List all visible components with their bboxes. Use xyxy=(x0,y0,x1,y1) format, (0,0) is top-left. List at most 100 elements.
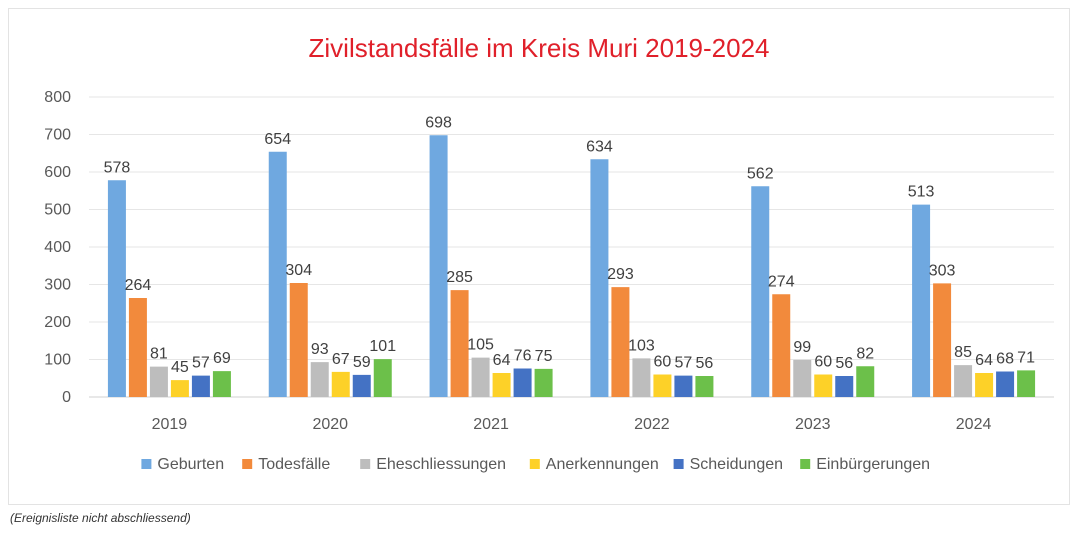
data-label: 68 xyxy=(996,351,1014,368)
y-tick-label: 200 xyxy=(44,314,71,331)
bar-scheidungen xyxy=(996,371,1015,397)
bar-anerkennungen xyxy=(975,373,994,397)
bar-einbürgerungen xyxy=(534,368,553,397)
bar-geburten xyxy=(912,204,931,397)
legend-label: Einbürgerungen xyxy=(816,456,930,473)
data-label: 67 xyxy=(332,351,350,368)
x-tick-label: 2019 xyxy=(152,416,188,433)
data-label: 59 xyxy=(353,354,371,371)
x-tick-label: 2023 xyxy=(795,416,831,433)
data-label: 56 xyxy=(696,355,714,372)
legend-label: Anerkennungen xyxy=(546,456,659,473)
data-label: 60 xyxy=(654,354,672,371)
bar-eheschliessungen xyxy=(310,362,329,397)
x-tick-label: 2021 xyxy=(473,416,509,433)
data-label: 71 xyxy=(1017,349,1035,366)
y-tick-label: 500 xyxy=(44,202,71,219)
legend-swatch xyxy=(800,459,811,469)
data-label: 304 xyxy=(285,262,312,279)
bar-todesfälle xyxy=(128,298,147,397)
bar-eheschliessungen xyxy=(632,358,651,397)
bar-eheschliessungen xyxy=(149,366,168,397)
y-tick-label: 800 xyxy=(44,89,71,106)
bar-geburten xyxy=(590,159,609,397)
data-label: 285 xyxy=(446,269,473,286)
bar-anerkennungen xyxy=(331,371,350,397)
bar-geburten xyxy=(429,135,448,397)
data-label: 274 xyxy=(768,273,795,290)
chart-title: Zivilstandsfälle im Kreis Muri 2019-2024 xyxy=(309,33,770,63)
data-label: 698 xyxy=(425,114,452,131)
bar-anerkennungen xyxy=(814,374,833,397)
data-label: 64 xyxy=(493,352,511,369)
bar-einbürgerungen xyxy=(695,376,714,397)
y-tick-label: 300 xyxy=(44,277,71,294)
bar-scheidungen xyxy=(513,368,532,397)
bar-todesfälle xyxy=(289,283,308,397)
x-tick-label: 2022 xyxy=(634,416,670,433)
data-label: 64 xyxy=(975,352,993,369)
data-label: 93 xyxy=(311,341,329,358)
data-label: 57 xyxy=(192,355,210,372)
bar-einbürgerungen xyxy=(212,371,231,397)
footnote: (Ereignisliste nicht abschliessend) xyxy=(10,511,191,525)
bar-todesfälle xyxy=(772,294,791,397)
legend-swatch xyxy=(673,459,684,469)
y-tick-label: 700 xyxy=(44,127,71,144)
bar-anerkennungen xyxy=(170,380,189,397)
y-tick-label: 0 xyxy=(62,389,71,406)
bar-geburten xyxy=(751,186,770,397)
data-label: 105 xyxy=(467,337,494,354)
legend-label: Todesfälle xyxy=(258,456,330,473)
x-tick-label: 2020 xyxy=(312,416,348,433)
data-label: 634 xyxy=(586,138,613,155)
legend-label: Eheschliessungen xyxy=(376,456,506,473)
data-label: 293 xyxy=(607,266,634,283)
legend-swatch xyxy=(141,459,152,469)
bar-chart: Zivilstandsfälle im Kreis Muri 2019-2024… xyxy=(44,33,1054,473)
data-label: 303 xyxy=(929,262,956,279)
bar-geburten xyxy=(107,180,126,397)
data-label: 264 xyxy=(125,277,152,294)
bar-todesfälle xyxy=(611,287,630,397)
legend-label: Scheidungen xyxy=(690,456,783,473)
bar-eheschliessungen xyxy=(954,365,973,397)
legend-swatch xyxy=(242,459,253,469)
bar-einbürgerungen xyxy=(1017,370,1036,397)
data-label: 101 xyxy=(369,338,396,355)
legend-label: Geburten xyxy=(157,456,224,473)
bar-scheidungen xyxy=(674,375,693,397)
bar-einbürgerungen xyxy=(856,366,875,397)
chart-area: Zivilstandsfälle im Kreis Muri 2019-2024… xyxy=(8,8,1070,505)
y-tick-label: 600 xyxy=(44,164,71,181)
y-tick-label: 400 xyxy=(44,239,71,256)
data-label: 57 xyxy=(675,355,693,372)
data-label: 75 xyxy=(535,348,553,365)
legend-swatch xyxy=(360,459,371,469)
bar-einbürgerungen xyxy=(373,359,392,397)
data-label: 99 xyxy=(793,339,811,356)
bar-todesfälle xyxy=(933,283,952,397)
legend-swatch xyxy=(529,459,540,469)
data-label: 513 xyxy=(908,184,935,201)
bar-anerkennungen xyxy=(492,373,511,397)
data-label: 654 xyxy=(264,131,291,148)
data-label: 81 xyxy=(150,346,168,363)
bar-eheschliessungen xyxy=(793,359,812,397)
data-label: 562 xyxy=(747,165,774,182)
bar-scheidungen xyxy=(835,376,854,397)
data-label: 60 xyxy=(814,354,832,371)
data-label: 82 xyxy=(856,345,874,362)
bar-todesfälle xyxy=(450,290,469,397)
x-tick-label: 2024 xyxy=(956,416,992,433)
data-label: 69 xyxy=(213,350,231,367)
bar-scheidungen xyxy=(352,374,371,397)
bar-scheidungen xyxy=(191,375,210,397)
data-label: 578 xyxy=(104,159,131,176)
data-label: 56 xyxy=(835,355,853,372)
y-tick-label: 100 xyxy=(44,352,71,369)
data-label: 76 xyxy=(514,348,532,365)
bar-eheschliessungen xyxy=(471,357,490,397)
data-label: 45 xyxy=(171,359,189,376)
bar-anerkennungen xyxy=(653,374,672,397)
